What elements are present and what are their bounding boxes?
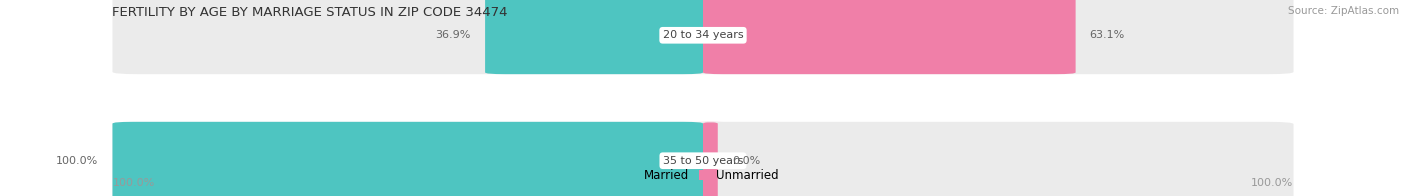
Text: 100.0%: 100.0% [1251, 178, 1294, 188]
Text: 20 to 34 years: 20 to 34 years [662, 30, 744, 40]
Text: 0.0%: 0.0% [731, 156, 761, 166]
FancyBboxPatch shape [697, 122, 723, 196]
Text: 63.1%: 63.1% [1090, 30, 1125, 40]
FancyBboxPatch shape [112, 122, 1294, 196]
FancyBboxPatch shape [112, 0, 1294, 74]
FancyBboxPatch shape [112, 122, 703, 196]
Text: 100.0%: 100.0% [56, 156, 98, 166]
FancyBboxPatch shape [485, 0, 703, 74]
Text: Source: ZipAtlas.com: Source: ZipAtlas.com [1288, 6, 1399, 16]
Text: 35 to 50 years: 35 to 50 years [662, 156, 744, 166]
Legend: Married, Unmarried: Married, Unmarried [628, 169, 778, 182]
FancyBboxPatch shape [703, 0, 1076, 74]
Text: 36.9%: 36.9% [436, 30, 471, 40]
Text: 100.0%: 100.0% [112, 178, 155, 188]
Text: FERTILITY BY AGE BY MARRIAGE STATUS IN ZIP CODE 34474: FERTILITY BY AGE BY MARRIAGE STATUS IN Z… [112, 6, 508, 19]
